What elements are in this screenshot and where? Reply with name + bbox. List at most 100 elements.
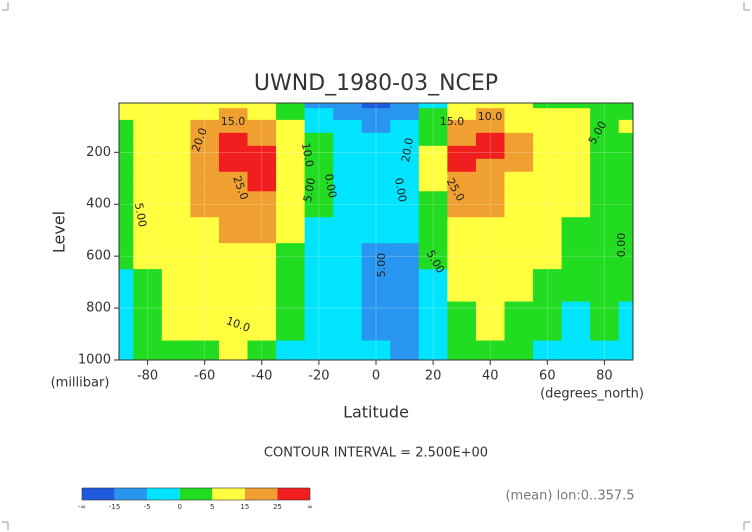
field-cell [218, 103, 248, 109]
field-cell [119, 301, 134, 342]
field-cell [304, 217, 334, 244]
field-cell [418, 132, 448, 147]
field-cell [418, 171, 448, 192]
field-cell [190, 145, 220, 160]
field-cell [276, 103, 306, 109]
contour-label: 0.00 [615, 233, 628, 258]
field-cell [475, 171, 505, 192]
field-cell [590, 243, 620, 270]
field-cell [190, 108, 220, 121]
field-cell [533, 217, 563, 244]
field-cell [218, 217, 248, 244]
contour-label: 5.00 [301, 177, 318, 203]
contour-interval: CONTOUR INTERVAL = 2.500E+00 [264, 446, 488, 461]
field-cell [504, 301, 534, 342]
colorbar-swatch [147, 488, 180, 500]
contour-label: 0.00 [322, 173, 339, 199]
field-cell [504, 145, 534, 160]
field-cell [447, 158, 477, 173]
field-cell [276, 171, 306, 192]
contour-label: 5.00 [132, 202, 149, 228]
field-cell [161, 103, 191, 109]
field-cell [361, 171, 391, 192]
field-cell [218, 119, 248, 134]
field-cell [276, 301, 306, 342]
field-cell [618, 269, 634, 303]
field-cell [418, 269, 448, 303]
field-cell [533, 132, 563, 147]
field-cell [161, 269, 191, 303]
field-cell [504, 171, 534, 192]
field-cell [590, 217, 620, 244]
field-cell [304, 269, 334, 303]
x-tick-label: -20 [308, 369, 329, 384]
field-cell [161, 132, 191, 147]
field-cell [618, 145, 634, 160]
field-cell [133, 301, 163, 342]
field-cell [361, 119, 391, 134]
field-cell [504, 340, 534, 361]
field-cell [333, 103, 363, 109]
field-cell [561, 108, 591, 121]
colorbar-label: -15 [109, 503, 120, 511]
field-cell [418, 108, 448, 121]
field-cell [247, 269, 277, 303]
colorbar-swatch [179, 488, 213, 500]
contour-label: 10.0 [478, 110, 503, 123]
field-cell [475, 103, 505, 109]
field-cell [247, 217, 277, 244]
field-cell [618, 132, 634, 147]
field-cell [418, 191, 448, 218]
field-cell [119, 269, 134, 303]
field-cell [276, 191, 306, 218]
field-cell [618, 171, 634, 192]
field-cell [333, 191, 363, 218]
field-cell [561, 119, 591, 134]
field-cell [276, 269, 306, 303]
field-cell [590, 191, 620, 218]
field-cell [390, 301, 420, 342]
field-cell [161, 301, 191, 342]
field-cell [533, 103, 563, 109]
colorbar-swatch [244, 488, 278, 500]
field-cell [119, 108, 134, 121]
field-cell [161, 108, 191, 121]
field-cell [418, 243, 448, 270]
y-tick-label: 800 [86, 301, 111, 316]
colorbar-frame [81, 487, 311, 501]
field-cell [190, 340, 220, 361]
field-cell [561, 132, 591, 147]
field-cell [361, 269, 391, 303]
field-cell [119, 243, 134, 270]
field-cell [418, 119, 448, 134]
field-cell [333, 301, 363, 342]
field-cell [218, 145, 248, 160]
colorbar-label: 5 [210, 503, 214, 511]
field-cell [190, 158, 220, 173]
field-cell [276, 217, 306, 244]
field-cell [475, 108, 505, 121]
field-cell [533, 243, 563, 270]
field-cell [161, 243, 191, 270]
field-cell [561, 191, 591, 218]
field-cell [447, 243, 477, 270]
field-cell [218, 269, 248, 303]
field-cell [590, 171, 620, 192]
field-cell [533, 171, 563, 192]
field-cell [218, 340, 248, 361]
field-cell [190, 243, 220, 270]
field-cell [333, 171, 363, 192]
corner [743, 2, 750, 11]
field-cell [333, 340, 363, 361]
field-cell [161, 158, 191, 173]
field-cell [361, 132, 391, 147]
field-cell [119, 217, 134, 244]
field-cell [333, 119, 363, 134]
field-cell [304, 301, 334, 342]
field-cell [218, 191, 248, 218]
field-cell [133, 158, 163, 173]
field-cell [304, 171, 334, 192]
colorbar-label: 15 [240, 503, 249, 511]
